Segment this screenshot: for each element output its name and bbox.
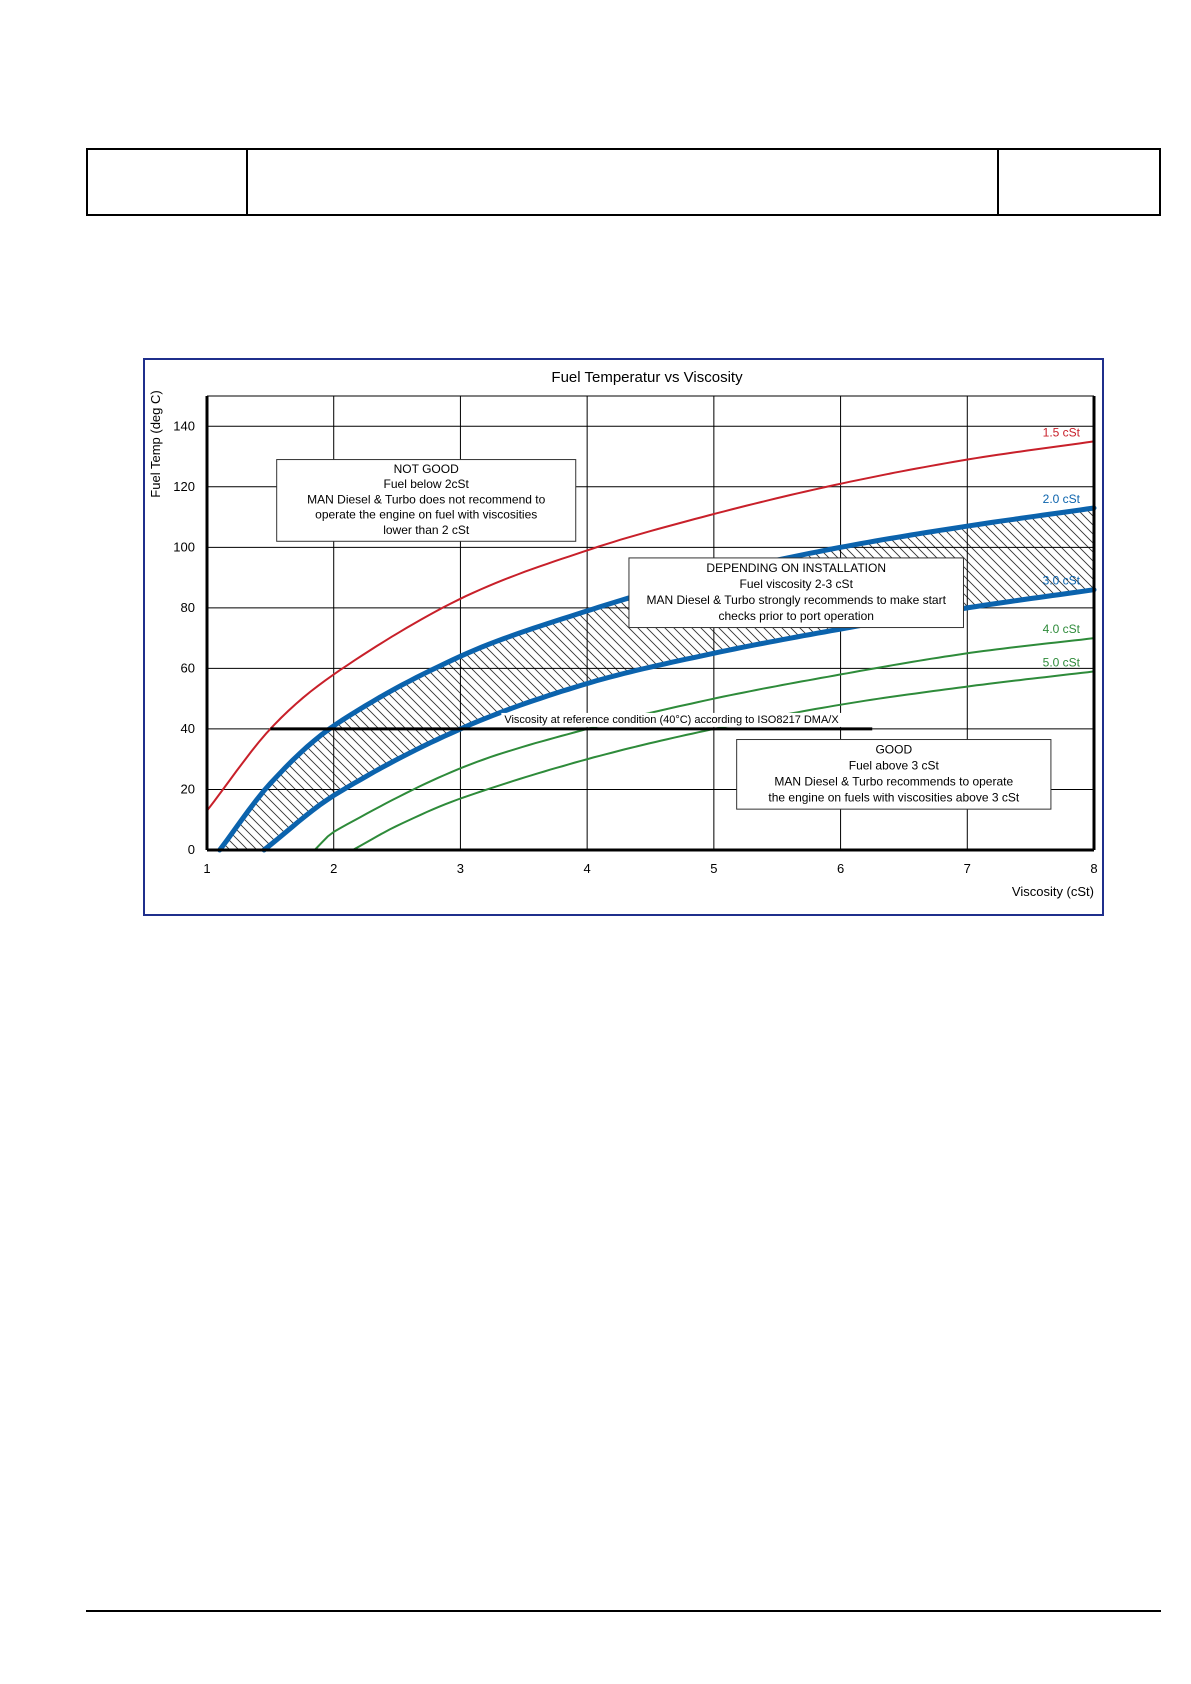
header-cell-right	[999, 150, 1159, 214]
x-axis-label: Viscosity (cSt)	[1012, 884, 1094, 899]
y-tick-label: 0	[188, 842, 195, 857]
annotation-line: DEPENDING ON INSTALLATION	[706, 561, 886, 575]
annotation-box	[736, 739, 1052, 810]
x-tick-label: 4	[584, 861, 591, 876]
annotation-line: MAN Diesel & Turbo recommends to operate	[774, 775, 1013, 789]
annotation-line: the engine on fuels with viscosities abo…	[768, 791, 1019, 805]
annotation-line: Fuel viscosity 2-3 cSt	[740, 577, 854, 591]
x-tick-label: 1	[203, 861, 210, 876]
x-tick-label: 7	[964, 861, 971, 876]
annotation-line: MAN Diesel & Turbo does not recommend to	[307, 492, 545, 506]
series-label: 5.0 cSt	[1043, 655, 1081, 669]
y-tick-label: 120	[173, 479, 195, 494]
annotation-line: lower than 2 cSt	[383, 523, 470, 537]
chart-title: Fuel Temperatur vs Viscosity	[551, 369, 743, 386]
series-label: 3.0 cSt	[1043, 574, 1081, 588]
y-tick-label: 40	[181, 721, 195, 736]
x-tick-label: 3	[457, 861, 464, 876]
annotation-line: GOOD	[875, 743, 912, 757]
y-tick-label: 80	[181, 600, 195, 615]
series-line	[313, 637, 1095, 851]
annotation-line: Fuel below 2cSt	[384, 477, 470, 491]
y-axis-label: Fuel Temp (deg C)	[148, 390, 163, 497]
annotation-line: MAN Diesel & Turbo strongly recommends t…	[647, 593, 947, 607]
annotation-line: NOT GOOD	[394, 462, 459, 476]
footer-rule	[86, 1610, 1161, 1612]
series-line	[206, 440, 1095, 812]
header-cell-middle	[248, 150, 999, 214]
x-tick-label: 6	[837, 861, 844, 876]
annotation-box	[276, 459, 577, 542]
chart-svg: Fuel Temperatur vs Viscosity Fuel Temp (…	[148, 369, 1098, 899]
y-tick-label: 140	[173, 418, 195, 433]
series-label: 1.5 cSt	[1043, 425, 1081, 439]
annotation-line: operate the engine on fuel with viscosit…	[315, 508, 537, 522]
header-cell-left	[88, 150, 248, 214]
chart-frame: Fuel Temperatur vs Viscosity Fuel Temp (…	[143, 358, 1104, 916]
x-tick-label: 8	[1090, 861, 1097, 876]
y-tick-label: 20	[181, 781, 195, 796]
series-label: 4.0 cSt	[1043, 622, 1081, 636]
y-tick-label: 100	[173, 539, 195, 554]
annotation-line: checks prior to port operation	[719, 609, 874, 623]
y-tick-label: 60	[181, 660, 195, 675]
reference-line-label: Viscosity at reference condition (40°C) …	[504, 714, 839, 726]
x-tick-label: 2	[330, 861, 337, 876]
annotation-box	[628, 557, 964, 629]
x-tick-label: 5	[710, 861, 717, 876]
series-label: 2.0 cSt	[1043, 492, 1081, 506]
annotation-line: Fuel above 3 cSt	[849, 759, 940, 773]
reference-line-label-bg	[501, 712, 843, 727]
annotation-good: GOOD Fuel above 3 cSt MAN Diesel & Turbo r…	[736, 739, 1052, 810]
header-table	[86, 148, 1161, 216]
annotation-depending: DEPENDING ON INSTALLATION Fuel viscosity …	[628, 557, 964, 629]
